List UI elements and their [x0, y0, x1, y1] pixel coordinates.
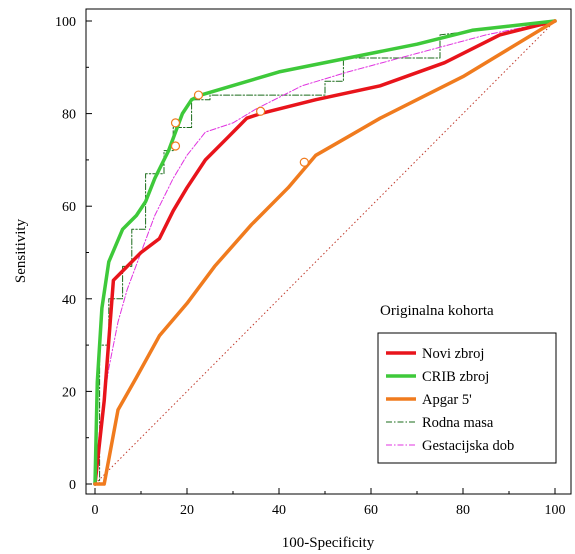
x-tick-label: 20 [180, 503, 194, 518]
series-lines [93, 19, 557, 486]
y-axis-title: Sensitivity [13, 218, 29, 283]
chart-caption: Originalna kohorta [380, 303, 494, 319]
series-line-apgar-5 [93, 19, 557, 486]
series-line-gestacijska-dob [94, 20, 556, 485]
y-tick-label: 40 [62, 293, 76, 308]
x-tick-label: 60 [364, 503, 378, 518]
legend: Novi zbroj CRIB zbroj Apgar 5' Rodna masa Ge… [377, 332, 557, 464]
x-tick-label: 40 [272, 503, 286, 518]
plot-frame [85, 8, 572, 495]
cutoff-marker-crib-zbroj [170, 118, 181, 128]
legend-label-rodna-masa: Rodna masa [422, 415, 494, 431]
y-tick-label: 20 [62, 385, 76, 400]
cutoff-marker-gestacijska-dob [170, 141, 181, 151]
y-tick-marks [86, 20, 92, 485]
cutoff-marker-novi-zbroj [256, 106, 266, 116]
series-markers [170, 90, 309, 167]
cutoff-marker-apgar-5 [299, 157, 309, 167]
x-tick-label: 0 [92, 503, 99, 518]
x-tick-marks [94, 488, 556, 494]
y-tick-label: 60 [62, 200, 76, 215]
legend-label-gestacijska-dob: Gestacijska dob [422, 438, 514, 454]
series-line-novi-zbroj [93, 19, 557, 486]
y-tick-label: 80 [62, 108, 76, 123]
cutoff-marker-crib-zbroj [193, 90, 204, 100]
legend-label-crib-zbroj: CRIB zbroj [422, 369, 489, 385]
y-tick-labels: 0 20 40 60 80 100 [55, 15, 76, 493]
x-axis-title: 100-Specificity [282, 535, 375, 551]
y-tick-label: 100 [55, 15, 76, 30]
reference-diagonal [94, 20, 556, 485]
legend-label-novi-zbroj: Novi zbroj [422, 346, 484, 362]
legend-label-apgar-5: Apgar 5' [422, 392, 472, 408]
x-tick-label: 80 [456, 503, 470, 518]
series-line-crib-zbroj [93, 19, 557, 486]
y-tick-label: 0 [69, 478, 76, 493]
x-tick-label: 100 [545, 503, 566, 518]
x-tick-labels: 0 20 40 60 80 100 [92, 503, 566, 518]
